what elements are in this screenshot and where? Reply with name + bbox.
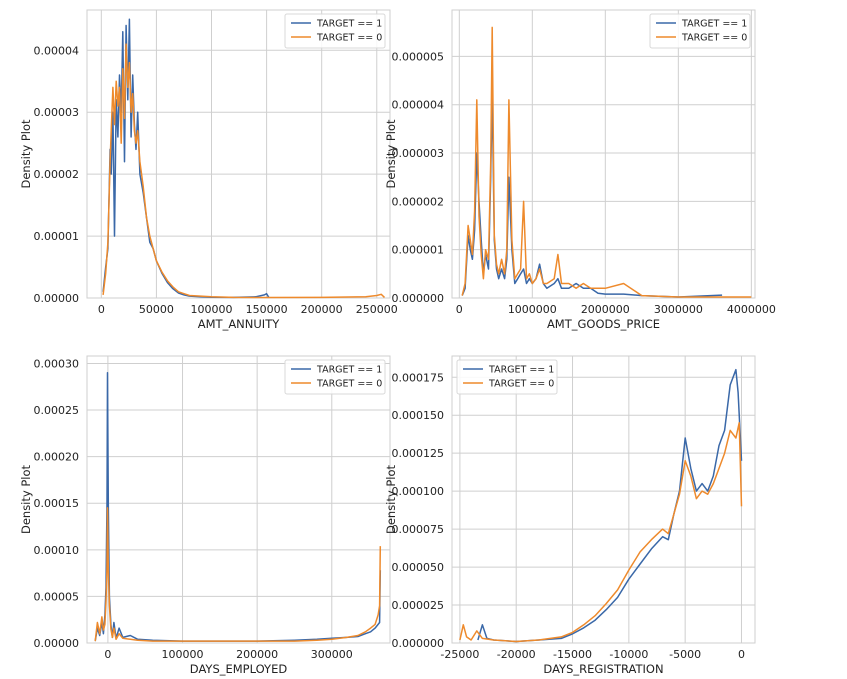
x-tick-label: 2000000 bbox=[581, 303, 630, 316]
series-line-target-1 bbox=[477, 368, 743, 643]
y-tick-label: 0.000075 bbox=[392, 523, 445, 536]
plot-area-frame bbox=[451, 355, 756, 644]
y-tick-label: 0.000003 bbox=[392, 147, 445, 160]
x-axis-label: AMT_ANNUITY bbox=[198, 317, 280, 331]
x-tick-label: 200000 bbox=[236, 648, 278, 661]
y-tick-label: 0.000004 bbox=[392, 99, 445, 112]
y-tick-label: 0.00003 bbox=[34, 106, 80, 119]
x-tick-label: 250000 bbox=[356, 303, 398, 316]
y-tick-label: 0.00001 bbox=[34, 230, 80, 243]
x-tick-label: 100000 bbox=[162, 648, 204, 661]
legend-entry-label: TARGET == 0 bbox=[316, 379, 382, 390]
x-tick-label: -20000 bbox=[497, 648, 536, 661]
y-tick-label: 0.000000 bbox=[392, 292, 445, 305]
y-tick-label: 0.00000 bbox=[34, 637, 80, 650]
x-axis-label: DAYS_EMPLOYED bbox=[190, 662, 288, 676]
series-line-target-1 bbox=[102, 18, 270, 299]
series-line-target-0 bbox=[459, 422, 743, 643]
chart-panel-3: 0 100000 200000 300000 0.00000 0.00005 0.00010… bbox=[19, 355, 391, 676]
legend-entry-label: TARGET == 0 bbox=[681, 33, 747, 44]
y-axis-label: Density Plot bbox=[384, 464, 398, 534]
x-tick-label: 3000000 bbox=[654, 303, 703, 316]
x-tick-label: 300000 bbox=[311, 648, 353, 661]
plot-area-frame bbox=[86, 355, 391, 644]
y-tick-label: 0.000100 bbox=[392, 485, 445, 498]
y-tick-label: 0.00010 bbox=[34, 544, 80, 557]
x-tick-label: 0 bbox=[104, 648, 111, 661]
x-tick-label: -5000 bbox=[669, 648, 701, 661]
y-tick-label: 0.000001 bbox=[392, 244, 445, 257]
y-tick-label: 0.00020 bbox=[34, 451, 80, 464]
y-tick-label: 0.00005 bbox=[34, 590, 80, 603]
y-tick-label: 0.00025 bbox=[34, 404, 80, 417]
y-tick-label: 0.000000 bbox=[392, 637, 445, 650]
y-axis-label: Density Plot bbox=[19, 464, 33, 534]
chart-panel-1: 0 50000 100000 150000 200000 250000 0.00000 0.0… bbox=[19, 9, 398, 331]
y-tick-label: 0.000002 bbox=[392, 195, 445, 208]
x-tick-label: -10000 bbox=[609, 648, 648, 661]
plot-area-frame bbox=[451, 9, 756, 299]
legend-entry-label: TARGET == 1 bbox=[316, 365, 382, 376]
x-tick-label: 0 bbox=[738, 648, 745, 661]
y-tick-label: 0.000150 bbox=[392, 409, 445, 422]
y-tick-label: 0.00030 bbox=[34, 357, 80, 370]
x-tick-label: 50000 bbox=[139, 303, 174, 316]
y-tick-label: 0.000175 bbox=[392, 371, 445, 384]
legend: TARGET == 1 TARGET == 0 bbox=[456, 359, 558, 395]
legend: TARGET == 1 TARGET == 0 bbox=[284, 359, 386, 395]
legend-entry-label: TARGET == 1 bbox=[316, 19, 382, 30]
legend: TARGET == 1 TARGET == 0 bbox=[284, 13, 386, 49]
y-tick-label: 0.000005 bbox=[392, 50, 445, 63]
x-axis-label: DAYS_REGISTRATION bbox=[543, 662, 663, 676]
y-tick-label: 0.000050 bbox=[392, 561, 445, 574]
y-axis-label: Density Plot bbox=[19, 119, 33, 189]
legend-entry-label: TARGET == 0 bbox=[316, 33, 382, 44]
series-line-target-1 bbox=[94, 372, 382, 642]
legend: TARGET == 1 TARGET == 0 bbox=[649, 13, 751, 49]
y-tick-label: 0.00000 bbox=[34, 292, 80, 305]
legend-entry-label: TARGET == 0 bbox=[488, 379, 554, 390]
series-line-target-0 bbox=[102, 43, 386, 299]
legend-entry-label: TARGET == 1 bbox=[681, 19, 747, 30]
y-tick-label: 0.00002 bbox=[34, 168, 80, 181]
x-tick-label: 1000000 bbox=[508, 303, 557, 316]
plot-area-frame bbox=[86, 9, 391, 299]
x-tick-label: 0 bbox=[456, 303, 463, 316]
series-line-target-1 bbox=[461, 89, 723, 298]
x-tick-label: 150000 bbox=[246, 303, 288, 316]
y-tick-label: 0.00004 bbox=[34, 44, 80, 57]
x-axis-label: AMT_GOODS_PRICE bbox=[547, 317, 660, 331]
chart-panel-2: 0 1000000 2000000 3000000 4000000 0.000000 0.0… bbox=[384, 9, 776, 331]
x-tick-label: -15000 bbox=[553, 648, 592, 661]
y-tick-label: 0.000125 bbox=[392, 447, 445, 460]
y-axis-label: Density Plot bbox=[384, 119, 398, 189]
x-tick-label: -25000 bbox=[440, 648, 479, 661]
y-tick-label: 0.000025 bbox=[392, 599, 445, 612]
legend-entry-label: TARGET == 1 bbox=[488, 365, 554, 376]
series-line-target-0 bbox=[94, 507, 382, 642]
x-tick-label: 200000 bbox=[301, 303, 343, 316]
x-tick-label: 0 bbox=[98, 303, 105, 316]
y-tick-label: 0.00015 bbox=[34, 497, 80, 510]
chart-panel-4: -25000 -20000 -15000 -10000 -5000 0 0.000000 0.… bbox=[384, 355, 756, 676]
x-tick-label: 4000000 bbox=[727, 303, 776, 316]
series-line-target-0 bbox=[461, 26, 752, 298]
x-tick-label: 100000 bbox=[191, 303, 233, 316]
